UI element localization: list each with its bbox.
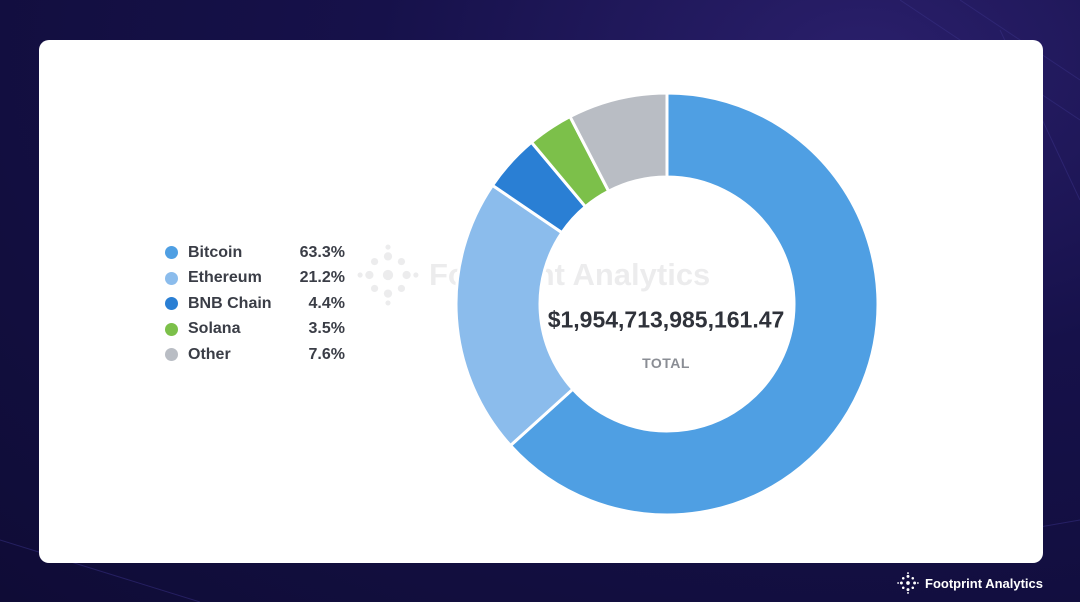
- donut-slice-ethereum[interactable]: [454, 183, 575, 448]
- legend-label: Solana: [188, 320, 241, 338]
- legend-item[interactable]: Other 7.6%: [165, 342, 345, 368]
- donut-slice-bitcoin[interactable]: [508, 91, 880, 517]
- brand: Footprint Analytics: [897, 572, 1043, 594]
- legend-value: 3.5%: [308, 320, 345, 338]
- legend-item[interactable]: Ethereum 21.2%: [165, 266, 345, 292]
- legend-value: 63.3%: [299, 243, 345, 261]
- legend-color-swatch: [165, 348, 178, 362]
- legend-color-swatch: [165, 246, 178, 260]
- donut-chart: [454, 91, 880, 517]
- legend-label: Other: [188, 345, 231, 363]
- watermark-logo-icon: [357, 244, 419, 306]
- footprint-logo-icon: [897, 572, 919, 594]
- legend-item[interactable]: BNB Chain 4.4%: [165, 291, 345, 317]
- legend-value: 21.2%: [299, 269, 345, 287]
- chart-card: Footprint Analytics Bitcoin 63.3% Ethereum…: [39, 40, 1043, 563]
- legend-color-swatch: [165, 297, 178, 311]
- brand-text: Footprint Analytics: [925, 575, 1043, 591]
- legend: Bitcoin 63.3% Ethereum 21.2% BNB Chain 4.4% So…: [165, 240, 345, 368]
- center-total-value: $1,954,713,985,161.47: [547, 306, 785, 333]
- legend-color-swatch: [165, 271, 178, 285]
- legend-label: Ethereum: [188, 269, 262, 287]
- legend-value: 7.6%: [308, 345, 345, 363]
- legend-label: Bitcoin: [188, 243, 243, 261]
- legend-label: BNB Chain: [188, 294, 272, 312]
- legend-item[interactable]: Bitcoin 63.3%: [165, 240, 345, 266]
- center-total-label: TOTAL: [642, 355, 690, 371]
- legend-item[interactable]: Solana 3.5%: [165, 317, 345, 343]
- legend-color-swatch: [165, 322, 178, 336]
- donut-slice-other[interactable]: [568, 91, 669, 194]
- legend-value: 4.4%: [308, 294, 345, 312]
